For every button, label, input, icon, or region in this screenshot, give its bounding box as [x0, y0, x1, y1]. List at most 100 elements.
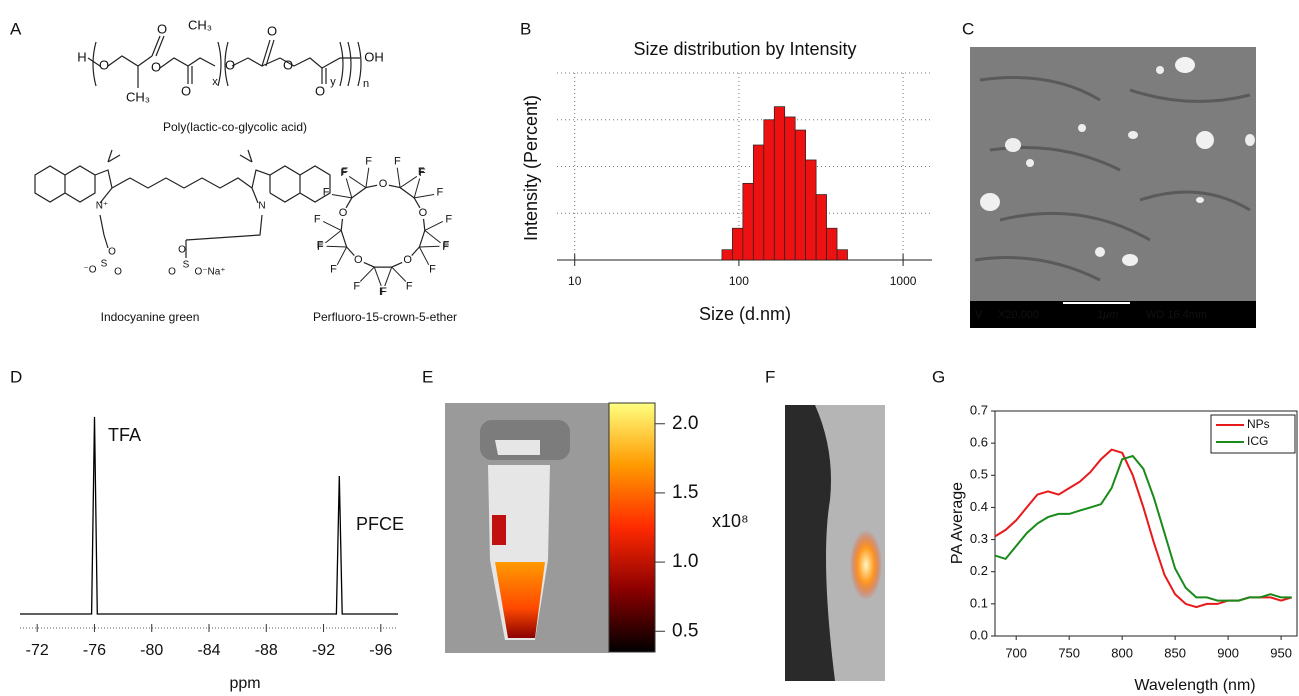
- atom-label: F: [429, 264, 436, 276]
- atom-label: H: [77, 49, 86, 64]
- sem-label: WD 16.4mm: [1146, 309, 1207, 321]
- x-tick-label: 900: [1217, 645, 1239, 660]
- bond: [384, 266, 393, 287]
- bar: [784, 116, 796, 261]
- bond: [325, 229, 342, 244]
- atom-label: O: [114, 267, 122, 278]
- x-tick-label: -96: [369, 642, 392, 659]
- bar: [836, 249, 848, 261]
- x-axis-label: Wavelength (nm): [1134, 677, 1255, 694]
- x-tick-label: 700: [1005, 645, 1027, 660]
- bar: [826, 227, 838, 261]
- bar: [773, 106, 786, 261]
- panel-letter: B: [520, 19, 531, 38]
- bond: [418, 246, 430, 266]
- atom-label: O: [99, 57, 109, 72]
- atom-label: O: [354, 254, 363, 266]
- plot-frame: [994, 410, 1298, 637]
- atom-label: F: [317, 240, 324, 252]
- colorbar-tick-label: 0.5: [672, 620, 698, 641]
- atom-label: O: [267, 23, 277, 38]
- bond: [399, 176, 418, 189]
- bond: [345, 178, 353, 199]
- y-tick-label: 0.5: [970, 467, 988, 482]
- y-tick-label: 0.1: [970, 595, 988, 610]
- bond: [359, 266, 375, 282]
- x-tick-label: -72: [26, 642, 49, 659]
- bar: [815, 194, 827, 261]
- colorbar-tick-label: 1.5: [672, 482, 698, 503]
- bond: [373, 266, 382, 287]
- atom-label: F: [394, 155, 401, 167]
- atom-label: y: [330, 76, 336, 88]
- atom-label: O: [419, 207, 428, 219]
- series-line: [994, 448, 1292, 609]
- bond: [419, 245, 440, 248]
- y-tick-label: 0.0: [970, 627, 988, 642]
- atom-label: O: [315, 83, 325, 98]
- sem-image: [970, 47, 1256, 328]
- chart-title: Size distribution by Intensity: [633, 39, 856, 59]
- pa-image: [785, 405, 885, 681]
- panel-letter: G: [932, 367, 945, 386]
- x-tick-label: -92: [312, 642, 335, 659]
- atom-label: x: [212, 76, 218, 88]
- atom-label: F: [341, 166, 348, 178]
- bond: [424, 229, 441, 244]
- y-axis-label: PA Average: [949, 482, 966, 564]
- atom-label: O: [403, 254, 412, 266]
- y-tick-label: 0.2: [970, 563, 988, 578]
- atom-label: O: [178, 245, 186, 256]
- x-tick-label: 10: [568, 274, 582, 288]
- atom-bg: [401, 253, 414, 266]
- atom-label: F: [353, 280, 360, 292]
- spectrum: [20, 416, 398, 615]
- series-line: [994, 454, 1292, 602]
- atom-bg: [416, 207, 429, 220]
- y-tick-label: 0.6: [970, 435, 988, 450]
- bar: [805, 159, 817, 261]
- sem-label: X20,000: [998, 309, 1039, 321]
- atom-label: S: [183, 260, 190, 271]
- atom-label: F: [442, 241, 449, 253]
- atom-label: F: [314, 214, 321, 226]
- x-tick-label: 1000: [890, 274, 917, 288]
- bond: [414, 193, 435, 199]
- atom-label: F: [443, 240, 450, 252]
- bar: [763, 119, 775, 261]
- colorbar-tick-label: 1.0: [672, 551, 698, 572]
- atom-label: N: [258, 201, 265, 212]
- atom-bg: [352, 253, 365, 266]
- x-tick-label: 100: [729, 274, 749, 288]
- sem-label: 1μm: [1097, 309, 1118, 321]
- atom-label: F: [419, 167, 426, 179]
- atom-label: F: [330, 264, 337, 276]
- x-tick-label: 750: [1058, 645, 1080, 660]
- bond: [326, 245, 347, 248]
- atom-label: CH₃: [188, 17, 212, 32]
- panel-letter: E: [422, 367, 433, 386]
- panel-letter: C: [962, 19, 974, 38]
- tube-image: [445, 403, 609, 653]
- atom-label: O: [108, 247, 116, 258]
- bond: [336, 246, 348, 266]
- annotation: PFCE: [356, 514, 404, 534]
- bar: [752, 144, 765, 261]
- atom-label: O: [181, 83, 191, 98]
- bond: [391, 266, 407, 282]
- annotation: TFA: [108, 425, 141, 445]
- bar: [732, 227, 744, 261]
- atom-label: F: [340, 167, 347, 179]
- atom-bg: [337, 207, 350, 220]
- atom-label: F: [365, 155, 372, 167]
- atom-label: F: [323, 186, 330, 198]
- x-tick-label: 800: [1111, 645, 1133, 660]
- x-tick-label: 950: [1270, 645, 1292, 660]
- x-tick-label: 850: [1164, 645, 1186, 660]
- crown-ring: [340, 183, 426, 268]
- bond: [424, 221, 444, 231]
- atom-label: F: [418, 166, 425, 178]
- atom-label: n: [363, 78, 369, 90]
- atom-label: O⁻Na⁺: [194, 267, 225, 278]
